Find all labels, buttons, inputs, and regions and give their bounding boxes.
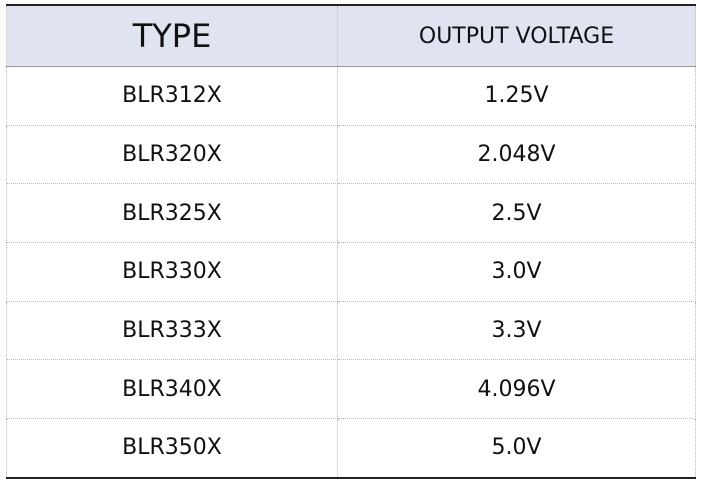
table-cell: BLR325X <box>6 183 338 244</box>
voltage-table: TYPE OUTPUT VOLTAGE BLR312X 1.25V BLR320X 2… <box>6 4 696 479</box>
table-cell: 2.048V <box>337 125 696 185</box>
table-row: BLR333X 3.3V <box>6 301 696 361</box>
table-body: BLR312X 1.25V BLR320X 2.048V BLR325X 2.5V BLR3… <box>6 66 696 479</box>
table-cell: 5.0V <box>337 418 696 479</box>
header-cell: OUTPUT VOLTAGE <box>337 4 696 67</box>
table-cell: BLR312X <box>6 66 338 126</box>
table-cell: BLR330X <box>6 242 338 302</box>
table-cell: 3.3V <box>337 301 696 361</box>
table-row: BLR312X 1.25V <box>6 66 696 126</box>
table-row: BLR320X 2.048V <box>6 125 696 185</box>
table-cell: 1.25V <box>337 66 696 126</box>
table-row: BLR340X 4.096V <box>6 359 696 420</box>
table-cell: BLR333X <box>6 301 338 361</box>
table-cell: 4.096V <box>337 359 696 420</box>
table-row: BLR350X 5.0V <box>6 418 696 479</box>
table-cell: BLR320X <box>6 125 338 185</box>
header-row: TYPE OUTPUT VOLTAGE <box>6 4 696 67</box>
table-cell: 2.5V <box>337 183 696 244</box>
header-cell: TYPE <box>6 4 338 67</box>
table-cell: BLR350X <box>6 418 338 479</box>
table-cell: BLR340X <box>6 359 338 420</box>
table-row: BLR325X 2.5V <box>6 183 696 244</box>
table-cell: 3.0V <box>337 242 696 302</box>
table-row: BLR330X 3.0V <box>6 242 696 302</box>
